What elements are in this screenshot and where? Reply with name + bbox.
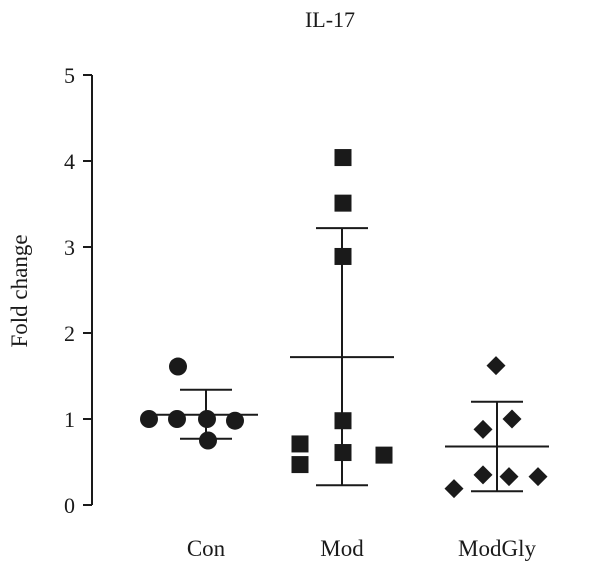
series-mod: [290, 149, 394, 487]
x-category-label: ModGly: [458, 536, 536, 561]
data-point-square: [334, 247, 352, 265]
y-tick-label: 0: [64, 493, 75, 518]
series-con: [140, 357, 258, 450]
data-point-square: [375, 446, 393, 464]
y-axis-label: Fold change: [7, 234, 32, 347]
series-layer: [140, 149, 549, 499]
data-point-square: [334, 444, 352, 462]
y-tick-label: 1: [64, 407, 75, 432]
data-point-circle: [140, 410, 158, 428]
data-point-square: [291, 435, 309, 453]
data-point-circle: [168, 410, 186, 428]
data-point-diamond: [473, 465, 493, 485]
data-point-square: [334, 412, 352, 430]
data-point-diamond: [444, 479, 464, 499]
x-category-label: Mod: [320, 536, 364, 561]
y-tick-label: 4: [64, 149, 75, 174]
data-point-circle: [199, 431, 217, 450]
data-point-circle: [198, 410, 216, 428]
data-point-square: [334, 194, 352, 212]
data-point-circle: [226, 411, 244, 430]
axes: 0 1 2 3 4 5 Con Mod ModGly: [64, 63, 536, 561]
data-point-diamond: [499, 467, 519, 487]
data-point-diamond: [473, 419, 493, 439]
y-tick-label: 2: [64, 321, 75, 346]
series-modgly: [444, 356, 549, 499]
data-point-circle: [169, 357, 187, 376]
data-point-diamond: [502, 409, 522, 429]
x-category-label: Con: [187, 536, 226, 561]
y-tick-label: 3: [64, 235, 75, 260]
y-tick-label: 5: [64, 63, 75, 88]
chart-title: IL-17: [305, 7, 355, 32]
data-point-square: [291, 456, 309, 474]
data-point-square: [334, 149, 352, 167]
data-point-diamond: [528, 467, 548, 487]
data-point-diamond: [486, 356, 506, 376]
